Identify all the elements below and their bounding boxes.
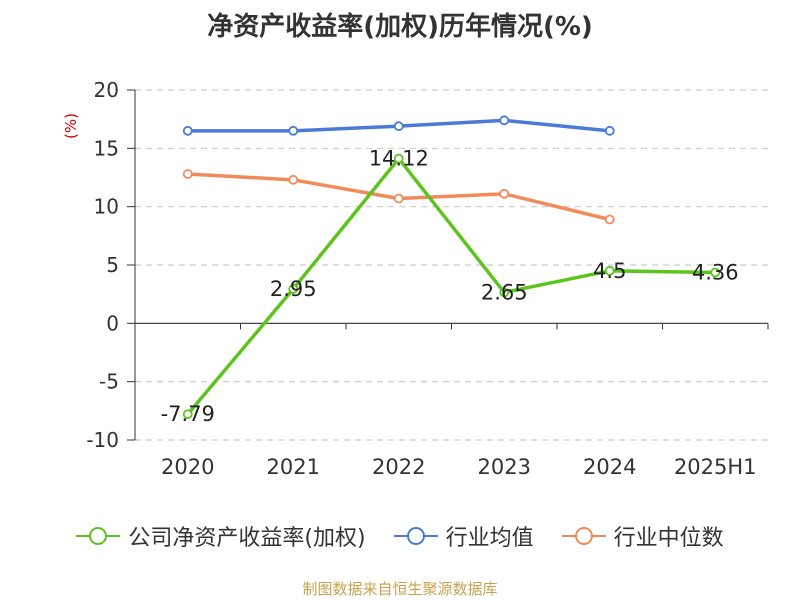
data-label: 2.95 xyxy=(270,277,317,301)
x-tick-label: 2025H1 xyxy=(674,455,757,479)
data-point-industry_avg xyxy=(288,125,299,136)
legend-label-industry-avg: 行业均值 xyxy=(445,526,534,551)
x-tick-label: 2021 xyxy=(267,455,320,479)
data-point-company xyxy=(604,265,615,276)
data-point-industry_median xyxy=(288,174,299,185)
data-point-company xyxy=(288,284,299,294)
data-label: -7.79 xyxy=(161,402,215,426)
data-point-company xyxy=(710,267,721,278)
series-line-company xyxy=(186,156,716,416)
data-point-company xyxy=(393,153,404,164)
data-labels: -7.79 2.95 14.12 2.65 4.5 4.36 xyxy=(161,147,739,427)
axes: 20 15 10 5 0 -5 -10 2020 2021 2022 2023 2024 2025H1 xyxy=(86,78,769,479)
x-tick-label: 2020 xyxy=(161,455,214,479)
data-point-industry_median xyxy=(604,214,615,225)
y-tick-label: 5 xyxy=(106,253,119,277)
x-tick-label: 2024 xyxy=(583,455,636,479)
legend-swatch-company xyxy=(76,527,121,545)
legend-swatch-industry-median xyxy=(561,527,606,545)
data-point-industry_avg xyxy=(604,125,615,136)
legend-item-industry-median[interactable]: 行业中位数 xyxy=(561,520,724,552)
source-note: 制图数据来自恒生聚源数据库 xyxy=(302,580,498,598)
y-axis-label: (%) xyxy=(62,113,80,139)
data-label: 4.36 xyxy=(692,260,739,284)
data-label: 4.5 xyxy=(593,259,626,283)
legend-item-company[interactable]: 公司净资产收益率(加权) xyxy=(76,520,366,552)
grid-lines xyxy=(135,89,768,441)
data-point-industry_avg xyxy=(393,121,404,132)
data-point-industry_median xyxy=(182,169,193,179)
data-label: 2.65 xyxy=(481,280,528,304)
data-point-company xyxy=(182,409,193,420)
data-point-company xyxy=(499,287,510,298)
legend: 公司净资产收益率(加权) 行业均值 行业中位数 xyxy=(0,520,800,552)
y-tick-label: 15 xyxy=(94,136,119,160)
y-tick-label: 10 xyxy=(94,195,119,219)
data-point-industry_avg xyxy=(499,115,510,126)
series-lines xyxy=(182,115,721,420)
data-point-industry_median xyxy=(393,193,404,204)
legend-label-company: 公司净资产收益率(加权) xyxy=(128,526,366,551)
x-tick-label: 2023 xyxy=(478,455,531,479)
legend-swatch-industry-avg xyxy=(393,527,438,545)
legend-label-industry-median: 行业中位数 xyxy=(613,526,724,551)
chart-title: 净资产收益率(加权)历年情况(%) xyxy=(207,12,593,42)
y-tick-label: 0 xyxy=(106,311,119,335)
data-label: 14.12 xyxy=(369,147,429,171)
x-tick-label: 2022 xyxy=(372,455,425,479)
legend-item-industry-avg[interactable]: 行业均值 xyxy=(393,520,534,552)
y-tick-label: 20 xyxy=(94,78,119,102)
y-tick-label: -10 xyxy=(86,428,119,452)
data-point-industry_avg xyxy=(182,125,193,136)
y-tick-label: -5 xyxy=(99,370,119,394)
data-point-industry_median xyxy=(499,188,510,199)
